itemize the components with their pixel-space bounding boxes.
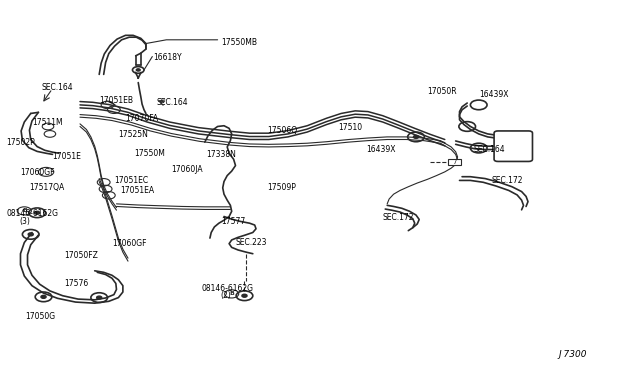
Text: 17060GF: 17060GF — [112, 239, 147, 248]
Text: 17509P: 17509P — [268, 183, 296, 192]
Circle shape — [242, 294, 247, 297]
Text: 16618Y: 16618Y — [154, 53, 182, 62]
Circle shape — [97, 296, 102, 299]
Text: (3): (3) — [19, 217, 30, 226]
Text: 17060JA: 17060JA — [172, 165, 203, 174]
Text: SEC.164: SEC.164 — [42, 83, 73, 92]
Bar — [448, 159, 461, 165]
Text: 7: 7 — [452, 159, 457, 165]
Text: 16439X: 16439X — [479, 90, 508, 99]
Text: SEC.172: SEC.172 — [383, 213, 414, 222]
Text: 17051E: 17051E — [52, 153, 81, 161]
Text: 08146-6162G: 08146-6162G — [202, 284, 253, 293]
Circle shape — [35, 211, 40, 214]
Text: 17070FA: 17070FA — [125, 114, 158, 123]
Text: 08146-6162G: 08146-6162G — [6, 209, 58, 218]
Text: 17050R: 17050R — [428, 87, 457, 96]
Text: 17506Q: 17506Q — [268, 126, 298, 135]
Text: 17051EA: 17051EA — [120, 186, 154, 195]
Circle shape — [413, 135, 419, 138]
Text: 17050G: 17050G — [26, 312, 56, 321]
Text: 17338N: 17338N — [206, 150, 236, 159]
Text: 17502P: 17502P — [6, 138, 35, 147]
Text: 17550MB: 17550MB — [221, 38, 257, 47]
Text: 17517QA: 17517QA — [29, 183, 64, 192]
Text: B: B — [22, 208, 27, 214]
Circle shape — [136, 69, 140, 71]
Text: SEC.164: SEC.164 — [474, 145, 505, 154]
Text: 17510: 17510 — [338, 123, 362, 132]
Text: SEC.164: SEC.164 — [157, 98, 188, 107]
Circle shape — [28, 233, 33, 236]
Text: 17525N: 17525N — [118, 130, 148, 139]
Text: SEC.223: SEC.223 — [236, 238, 267, 247]
Text: (2): (2) — [221, 291, 232, 300]
Circle shape — [41, 295, 46, 298]
FancyBboxPatch shape — [494, 131, 532, 161]
Text: 17550M: 17550M — [134, 149, 165, 158]
Text: 17050FZ: 17050FZ — [64, 251, 98, 260]
Text: 17051EC: 17051EC — [114, 176, 148, 185]
Text: J 7300: J 7300 — [558, 350, 587, 359]
Text: SEC.172: SEC.172 — [492, 176, 523, 185]
Text: 17511M: 17511M — [32, 118, 63, 126]
Text: 16439X: 16439X — [366, 145, 396, 154]
Text: 17051EB: 17051EB — [99, 96, 133, 105]
Text: 17576: 17576 — [64, 279, 88, 288]
Text: 17060GF: 17060GF — [20, 169, 55, 177]
Text: B: B — [229, 291, 234, 296]
Text: 17577: 17577 — [221, 217, 245, 226]
